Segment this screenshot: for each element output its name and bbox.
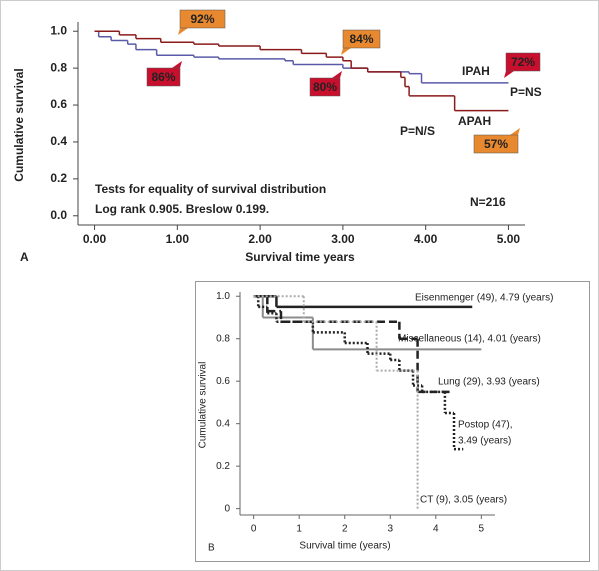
x-tick-label: 5 [479, 524, 485, 535]
series-label: Lung (29), 3.93 (years) [438, 377, 540, 388]
callout-box [179, 9, 226, 29]
y-tick-label: 0 [224, 503, 230, 514]
x-tick-label: 1 [296, 524, 302, 535]
annotation: P=N/S [400, 124, 435, 138]
y-tick-label: 0.8 [50, 60, 67, 74]
annotation: P=NS [510, 85, 542, 99]
x-tick-label: 0 [251, 524, 257, 535]
x-tick-label: 1.00 [166, 232, 190, 246]
panel-b-border [195, 281, 590, 562]
callout-pointer [510, 128, 520, 135]
y-tick-label: 0.4 [216, 418, 230, 429]
callout-text: 92% [190, 12, 214, 26]
y-tick-label: 0.0 [50, 208, 67, 222]
x-axis-label: Survival time years [245, 250, 355, 264]
series-label: Eisenmenger (49), 4.79 (years) [415, 293, 553, 304]
y-tick-label: 0.6 [50, 97, 67, 111]
series-label: IPAH [462, 64, 490, 78]
y-axis-label: Cumulative survival [12, 68, 26, 181]
callout-text: 84% [349, 32, 373, 46]
annotation: Log rank 0.905. Breslow 0.199. [95, 202, 269, 216]
x-tick-label: 4.00 [414, 232, 438, 246]
y-tick-label: 0.2 [216, 461, 230, 472]
callout-box [309, 77, 341, 97]
series-label: APAH [458, 114, 491, 128]
y-tick-label: 0.6 [216, 376, 230, 387]
callout-box [473, 134, 519, 154]
series-label: 3.49 (years) [458, 436, 511, 447]
y-tick-label: 0.4 [50, 134, 67, 148]
series-label: CT (9), 3.05 (years) [420, 495, 507, 506]
series-label: Miscellaneous (14), 4.01 (years) [398, 334, 541, 345]
x-axis-label: Survival time (years) [299, 541, 390, 552]
panel-a: 0.0 0.2 0.4 0.6 0.8 1.0 0.00 1.00 2.00 3.00 4.00 5.… [12, 9, 542, 264]
x-tick-label: 3.00 [331, 232, 355, 246]
y-tick-label: 0.2 [50, 171, 67, 185]
callout-box [505, 52, 541, 72]
x-tick-label: 3 [387, 524, 393, 535]
callout-text: 57% [484, 137, 508, 151]
callout-text: 80% [313, 80, 337, 94]
callout-box [342, 29, 381, 49]
y-tick-label: 1.0 [216, 291, 230, 302]
x-tick-label: 4 [433, 524, 439, 535]
panel-label: B [208, 543, 215, 554]
callout-pointer [341, 48, 351, 55]
x-tick-label: 2.00 [248, 232, 272, 246]
x-tick-label: 0.00 [83, 232, 107, 246]
y-tick-label: 1.0 [50, 23, 67, 37]
callout-box [146, 67, 181, 87]
x-tick-label: 5.00 [497, 232, 521, 246]
series-label: Postop (47), [458, 420, 512, 431]
callout-pointer [504, 71, 514, 78]
annotation: N=216 [470, 195, 506, 209]
panel-label: A [20, 250, 29, 264]
y-axis-label: Cumulative survival [198, 362, 209, 449]
callout-pointer [172, 61, 182, 68]
annotation: Tests for equality of survival distribut… [95, 182, 326, 196]
panel-b: 0 0.2 0.4 0.6 0.8 1.0 0 1 2 3 4 5 Survival time (yea… [198, 291, 554, 554]
callout-text: 72% [511, 55, 535, 69]
y-tick-label: 0.8 [216, 333, 230, 344]
callout-text: 86% [151, 70, 175, 84]
callout-pointer [178, 28, 188, 35]
x-tick-label: 2 [342, 524, 348, 535]
callout-pointer [332, 71, 342, 78]
